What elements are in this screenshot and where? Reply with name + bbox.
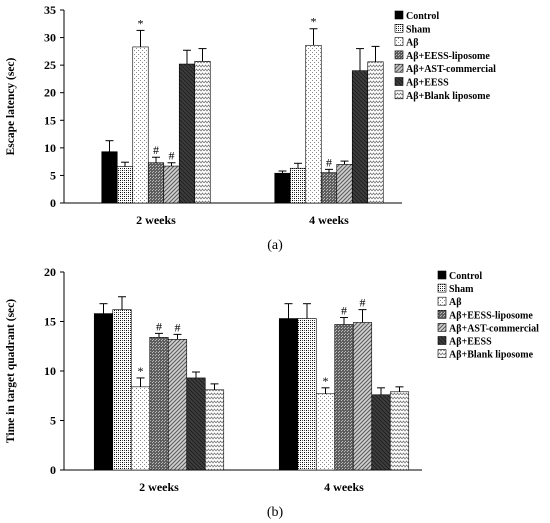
bar-ab-eess-liposome-4-weeks <box>334 324 354 471</box>
bar-control-4-weeks <box>274 172 291 204</box>
y-tick-label: 15 <box>44 315 56 329</box>
legend-swatch <box>437 349 447 358</box>
category-label: 2 weeks <box>136 213 176 227</box>
legend-swatch <box>394 77 404 86</box>
legend-swatch <box>437 309 447 319</box>
y-tick-label: 30 <box>44 31 56 45</box>
legend-label: Aβ <box>406 38 419 49</box>
bar-ab-eess-liposome-2-weeks <box>147 162 165 204</box>
legend-swatch <box>394 10 404 20</box>
legend-swatch <box>437 336 447 345</box>
chart-time-target-quadrant: 0 5 10 15 20 Time in target quadrant (sec) * # #… <box>5 265 539 520</box>
y-tick-label: 15 <box>44 113 56 127</box>
y-tick-label: 25 <box>44 58 56 72</box>
bar-ab-4-weeks <box>315 393 336 471</box>
legend-label: Aβ+EESS-liposome <box>406 51 490 62</box>
bar-sham-2-weeks <box>112 309 132 471</box>
legend-swatch <box>437 323 447 332</box>
bar-sham-4-weeks <box>297 318 317 471</box>
significance-marker: # <box>341 304 347 318</box>
bar-ab-blank-liposome-4-weeks <box>367 61 384 204</box>
legend-label: Aβ+Blank liposome <box>449 350 534 361</box>
y-tick-label: 5 <box>50 414 56 428</box>
bar-sham-2-weeks <box>116 166 134 204</box>
category-label: 2 weeks <box>139 480 179 494</box>
figure-caption: (a) <box>267 238 283 253</box>
bar-ab-eess-liposome-2-weeks <box>149 337 169 471</box>
significance-marker: # <box>175 320 181 334</box>
legend-label: Aβ+AST-commercial <box>449 323 539 334</box>
bar-control-2-weeks <box>101 151 118 204</box>
legend-swatch <box>437 270 447 280</box>
significance-marker: # <box>326 155 332 169</box>
bar-ab-ast-commercial-2-weeks <box>167 339 188 471</box>
legend-label: Aβ+EESS <box>449 337 492 348</box>
legend-label: Aβ+EESS <box>406 78 449 89</box>
bar-ab-4-weeks <box>305 44 322 204</box>
legend-label: Aβ+EESS-liposome <box>449 310 533 321</box>
bar-ab-eess-2-weeks <box>178 63 196 204</box>
category-label: 4 weeks <box>324 480 364 494</box>
bar-ab-eess-4-weeks <box>351 70 369 204</box>
y-axis-label: Escape latency (sec) <box>5 57 17 155</box>
legend-swatch <box>394 90 404 100</box>
bar-ab-eess-4-weeks <box>371 394 391 471</box>
bar-ab-ast-commercial-2-weeks <box>163 165 180 204</box>
figure-caption: (b) <box>267 505 284 520</box>
legend-swatch <box>394 23 404 33</box>
bar-control-4-weeks <box>278 318 299 471</box>
legend-label: Control <box>449 271 482 282</box>
y-tick-label: 0 <box>50 196 56 210</box>
y-tick-label: 35 <box>44 3 56 17</box>
y-tick-label: 0 <box>50 463 56 477</box>
bar-control-2-weeks <box>93 313 114 471</box>
y-tick-label: 5 <box>50 168 56 182</box>
y-tick-label: 10 <box>44 364 56 378</box>
legend-swatch <box>437 296 447 306</box>
bar-ab-2-weeks <box>132 46 149 204</box>
bar-ab-eess-liposome-4-weeks <box>320 172 338 204</box>
significance-marker: * <box>138 16 144 30</box>
chart-escape-latency: 0 5 10 15 20 25 30 35 Escape latency (sec) * # #2 w… <box>5 3 496 253</box>
bar-ab-blank-liposome-4-weeks <box>389 391 410 471</box>
legend-swatch <box>394 50 404 60</box>
significance-marker: * <box>323 374 329 388</box>
significance-marker: # <box>156 319 162 333</box>
legend-label: Sham <box>449 284 474 295</box>
category-label: 4 weeks <box>309 213 349 227</box>
legend-swatch <box>394 63 404 73</box>
y-tick-label: 20 <box>44 86 56 100</box>
legend-swatch <box>437 283 447 293</box>
bar-ab-eess-2-weeks <box>186 377 206 471</box>
significance-marker: * <box>311 15 317 29</box>
bar-ab-ast-commercial-4-weeks <box>336 164 353 204</box>
bar-ab-ast-commercial-4-weeks <box>352 322 373 471</box>
y-axis-label: Time in target quadrant (sec) <box>5 299 17 443</box>
legend-label: Control <box>406 11 439 22</box>
bar-ab-blank-liposome-2-weeks <box>204 389 225 471</box>
significance-marker: # <box>360 296 366 310</box>
y-tick-label: 20 <box>44 265 56 279</box>
legend-label: Aβ+Blank liposome <box>406 91 491 102</box>
bar-sham-4-weeks <box>289 167 307 204</box>
legend-label: Aβ+AST-commercial <box>406 64 496 75</box>
legend-label: Sham <box>406 24 431 35</box>
significance-marker: * <box>138 364 144 378</box>
bar-ab-2-weeks <box>130 386 151 471</box>
significance-marker: # <box>153 143 159 157</box>
legend-label: Aβ <box>449 297 462 308</box>
legend-swatch <box>394 37 404 46</box>
y-tick-label: 10 <box>44 141 56 155</box>
significance-marker: # <box>169 149 175 163</box>
bar-ab-blank-liposome-2-weeks <box>194 60 211 204</box>
